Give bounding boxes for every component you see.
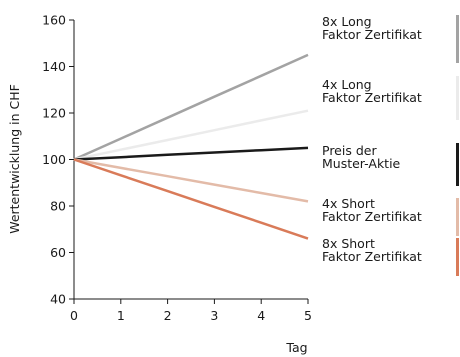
legend-label-line: Faktor Zertifikat — [322, 27, 422, 42]
legend-label: 4x Long Faktor Zertifikat — [322, 78, 442, 104]
legend-label: 4x Short Faktor Zertifikat — [322, 197, 442, 223]
y-tick-label: 60 — [50, 245, 66, 260]
legend-swatch — [456, 143, 459, 186]
legend-label-line: 4x Long — [322, 77, 372, 92]
legend-label-line: Faktor Zertifikat — [322, 249, 422, 264]
series-lines — [73, 53, 309, 240]
legend-swatch — [456, 198, 459, 236]
legend-label: 8x Short Faktor Zertifikat — [322, 237, 442, 263]
x-tick-label: 3 — [210, 308, 218, 323]
legend-item: Preis der Muster-Aktie — [322, 144, 460, 170]
legend-item: 8x Long Faktor Zertifikat — [322, 15, 460, 41]
y-axis-ticks: 40 60 80 100 120 140 160 — [42, 13, 74, 307]
legend-swatch — [456, 238, 459, 276]
legend-item: 4x Short Faktor Zertifikat — [322, 197, 460, 223]
legend-swatch — [456, 15, 459, 63]
series-line-5 — [73, 158, 309, 240]
y-axis-title: Wertentwicklung in CHF — [7, 84, 22, 234]
y-tick-label: 120 — [42, 106, 66, 121]
legend-swatch — [456, 76, 459, 120]
x-tick-label: 5 — [304, 308, 312, 323]
x-tick-label: 0 — [70, 308, 78, 323]
series-line-4 — [73, 158, 309, 203]
legend-label-line: 4x Short — [322, 196, 375, 211]
legend-item: 8x Short Faktor Zertifikat — [322, 237, 460, 263]
legend-label-line: Faktor Zertifikat — [322, 90, 422, 105]
series-line-1 — [73, 53, 309, 161]
x-axis-ticks: 0 1 2 3 4 5 — [70, 299, 312, 323]
y-tick-label: 80 — [50, 199, 66, 214]
x-tick-label: 2 — [164, 308, 172, 323]
y-tick-label: 160 — [42, 13, 66, 28]
x-tick-label: 4 — [257, 308, 265, 323]
series-line-2 — [73, 109, 309, 161]
legend-label-line: 8x Short — [322, 236, 375, 251]
legend-label-line: 8x Long — [322, 14, 372, 29]
legend: 8x Long Faktor Zertifikat 4x Long Faktor Ze… — [322, 0, 460, 357]
legend-label-line: Faktor Zertifikat — [322, 209, 422, 224]
x-axis-title: Tag — [285, 340, 307, 355]
series-line-3 — [73, 146, 309, 161]
legend-label: 8x Long Faktor Zertifikat — [322, 15, 442, 41]
x-tick-label: 1 — [117, 308, 125, 323]
y-tick-label: 40 — [50, 292, 66, 307]
y-tick-label: 140 — [42, 59, 66, 74]
legend-item: 4x Long Faktor Zertifikat — [322, 78, 460, 104]
legend-label-line: Preis der — [322, 143, 377, 158]
y-tick-label: 100 — [42, 152, 66, 167]
legend-label: Preis der Muster-Aktie — [322, 144, 442, 170]
legend-label-line: Muster-Aktie — [322, 156, 401, 171]
